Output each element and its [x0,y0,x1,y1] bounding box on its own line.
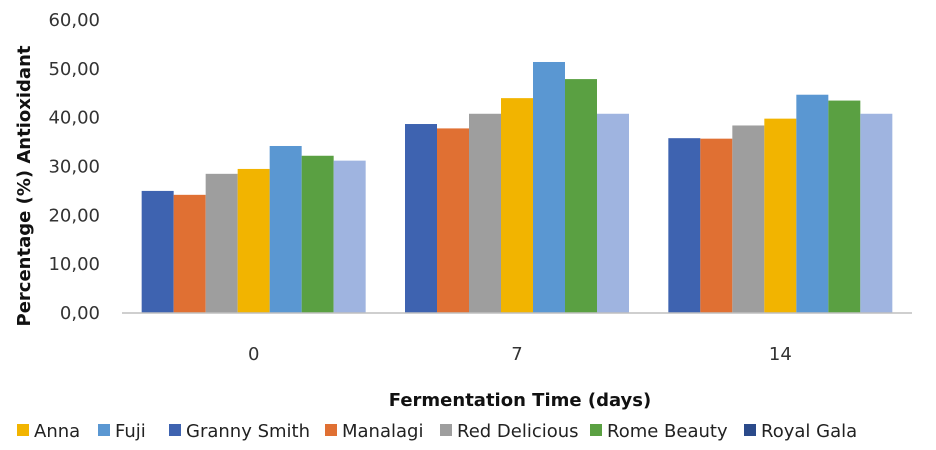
legend-swatch [169,424,181,436]
x-axis-title: Fermentation Time (days) [389,390,651,411]
legend-swatch [98,424,110,436]
legend-label: Red Delicious [457,421,579,442]
legend-label: Rome Beauty [607,421,728,442]
y-tick-label: 30,00 [48,157,100,178]
bar [269,145,302,313]
bar [501,98,533,313]
bar [828,100,861,313]
x-axis-ticks: 0 7 14 [248,344,792,365]
legend-swatch [590,424,602,436]
legend-swatch [17,424,29,436]
legend-swatch [325,424,337,436]
bar [860,113,893,313]
bar [437,128,469,313]
bar [173,194,206,313]
bar [796,94,829,313]
bar [141,190,174,313]
bar [205,173,238,313]
bar [533,61,565,313]
y-tick-label: 20,00 [48,205,100,226]
legend-label: Royal Gala [761,421,857,442]
x-tick-label: 0 [248,344,259,365]
y-tick-label: 50,00 [48,59,100,80]
bar [405,124,437,313]
bars-group [141,61,893,313]
bar [565,79,597,313]
legend: Anna Fuji Granny Smith Manalagi Red Deliciou… [17,421,857,442]
x-tick-label: 14 [769,344,792,365]
y-tick-label: 10,00 [48,254,100,275]
legend-swatch [744,424,756,436]
y-axis-title: Percentage (%) Antioxidant [14,45,35,326]
bar [301,155,334,313]
x-tick-label: 7 [511,344,522,365]
bar [764,118,797,313]
legend-label: Granny Smith [186,421,310,442]
bar [700,138,733,313]
bar [469,113,501,313]
bar [333,160,366,313]
y-axis-ticks: 0,00 10,00 20,00 30,00 40,00 50,00 60,00 [48,10,100,324]
y-tick-label: 40,00 [48,108,100,129]
legend-label: Fuji [115,421,146,442]
y-tick-label: 0,00 [60,303,100,324]
legend-label: Manalagi [342,421,423,442]
bar [597,113,629,313]
legend-swatch [440,424,452,436]
bar [237,168,270,313]
bar [732,125,765,313]
bar [668,138,701,313]
y-tick-label: 60,00 [48,10,100,31]
legend-label: Anna [34,421,80,442]
